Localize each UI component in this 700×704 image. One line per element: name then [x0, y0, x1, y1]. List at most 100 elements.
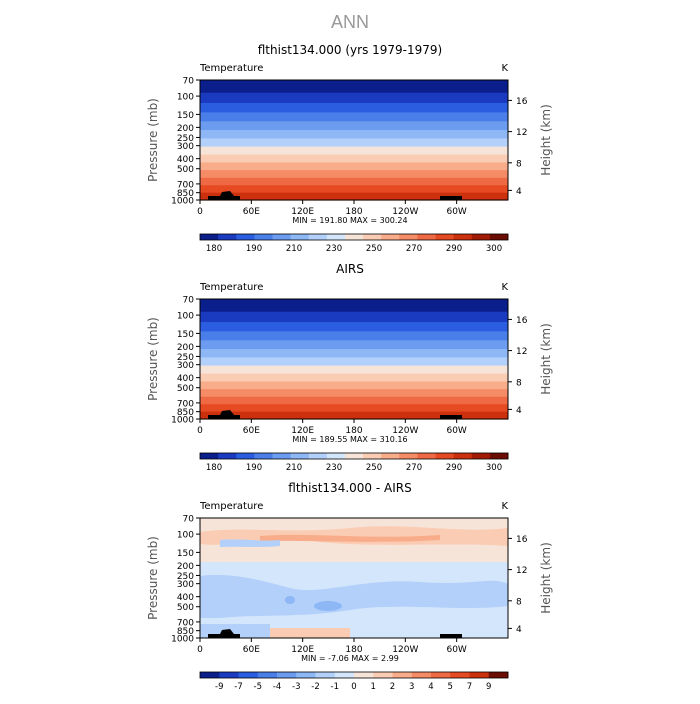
y-tick-label: 850: [177, 627, 194, 637]
colorbar-label: -2: [311, 682, 319, 692]
colorbar-label: -7: [234, 682, 242, 692]
colorbar-swatch: [308, 234, 328, 240]
colorbar-label: 290: [446, 463, 462, 473]
colorbar-label: 190: [246, 463, 262, 473]
colorbar-label: -4: [273, 682, 281, 692]
contour-band: [200, 185, 508, 194]
y-tick-label: 400: [177, 593, 194, 603]
colorbar-label: 250: [366, 463, 382, 473]
min-max-stats: MIN = -7.06 MAX = 2.99: [301, 654, 399, 663]
colorbar-swatch: [453, 453, 473, 459]
colorbar-swatch: [218, 453, 237, 459]
colorbar-swatch: [417, 453, 436, 459]
colorbar-frame: [199, 452, 509, 460]
colorbar-swatch: [488, 672, 509, 678]
x-tick-label: 60W: [446, 207, 466, 217]
y-tick-label: 70: [183, 77, 195, 87]
y-axis-label: Pressure (mb): [146, 98, 160, 182]
panel-title: flthist134.000 - AIRS: [288, 481, 411, 495]
contour-band: [200, 170, 508, 179]
colorbar-swatch: [469, 672, 490, 678]
y-tick-label: 100: [177, 93, 194, 103]
colorbar-frame: [199, 233, 509, 241]
contour-band: [200, 526, 508, 546]
contour-band: [200, 154, 508, 164]
y-tick-label: 150: [177, 549, 194, 559]
x-tick-label: 60W: [446, 645, 466, 655]
y2-tick-label: 12: [516, 128, 527, 138]
y2-tick-label: 12: [516, 566, 527, 576]
units-label: K: [501, 501, 508, 512]
y-tick-label: 250: [177, 572, 194, 582]
y-tick-label: 500: [177, 603, 194, 613]
y-tick-label: 100: [177, 312, 194, 322]
colorbar-swatch: [272, 234, 291, 240]
terrain-mask: [208, 629, 240, 638]
y2-axis-label: Height (km): [539, 104, 553, 175]
min-max-stats: MIN = 191.80 MAX = 300.24: [292, 216, 407, 225]
contour-band: [200, 321, 508, 332]
x-tick-label: 120E: [291, 645, 314, 655]
colorbar-label: 290: [446, 244, 462, 254]
y-tick-label: 300: [177, 580, 194, 590]
y2-tick-label: 16: [516, 535, 528, 545]
y-tick-label: 1000: [171, 416, 194, 426]
panel-title: flthist134.000 (yrs 1979-1979): [258, 43, 442, 57]
colorbar-label: 230: [326, 244, 342, 254]
colorbar-swatch: [254, 234, 273, 240]
colorbar-swatch: [399, 453, 418, 459]
colorbar-swatch: [308, 453, 328, 459]
y2-tick-label: 16: [516, 97, 528, 107]
x-tick-label: 0: [197, 426, 203, 436]
colorbar-swatch: [200, 234, 219, 240]
contour-band: [200, 192, 508, 201]
contour-band: [200, 411, 508, 420]
contour-band: [200, 389, 508, 398]
colorbar-label: 210: [286, 463, 302, 473]
y2-tick-label: 4: [516, 406, 522, 416]
colorbar-swatch: [344, 453, 364, 459]
colorbar-swatch: [363, 453, 382, 459]
y2-tick-label: 12: [516, 347, 527, 357]
colorbar-swatch: [411, 672, 432, 678]
colorbar-label: 3: [409, 682, 414, 692]
units-label: K: [501, 282, 508, 293]
contour-band: [200, 121, 508, 131]
colorbar-label: 300: [486, 463, 502, 473]
contour-band: [200, 80, 508, 94]
terrain-mask: [440, 196, 462, 200]
colorbar-label: 180: [206, 463, 222, 473]
colorbar-label: 1: [371, 682, 376, 692]
colorbar-swatch: [435, 234, 455, 240]
x-tick-label: 120E: [291, 207, 314, 217]
colorbar-label: 180: [206, 244, 222, 254]
x-tick-label: 0: [197, 645, 203, 655]
colorbar-swatch: [417, 234, 436, 240]
colorbar-swatch: [315, 672, 336, 678]
colorbar-swatch: [219, 672, 239, 678]
colorbar-swatch: [236, 453, 255, 459]
colorbar-label: 210: [286, 244, 302, 254]
variable-label: Temperature: [199, 63, 263, 74]
x-tick-label: 120E: [291, 426, 314, 436]
x-tick-label: 60E: [243, 645, 260, 655]
x-tick-label: 180: [345, 645, 362, 655]
x-tick-label: 60E: [243, 207, 260, 217]
contour-band: [200, 340, 508, 350]
terrain-mask: [208, 410, 240, 419]
colorbar-label: 230: [326, 463, 342, 473]
y-tick-label: 500: [177, 384, 194, 394]
y-tick-label: 850: [177, 189, 194, 199]
y-tick-label: 200: [177, 343, 194, 353]
y-tick-label: 300: [177, 361, 194, 371]
x-tick-label: 120W: [392, 207, 418, 217]
contour-band: [200, 404, 508, 413]
colorbar-label: 7: [467, 682, 472, 692]
colorbar-label: -9: [215, 682, 223, 692]
colorbar-label: 270: [406, 244, 422, 254]
x-tick-label: 0: [197, 207, 203, 217]
y-axis-label: Pressure (mb): [146, 536, 160, 620]
colorbar-swatch: [218, 234, 237, 240]
y-tick-label: 200: [177, 562, 194, 572]
